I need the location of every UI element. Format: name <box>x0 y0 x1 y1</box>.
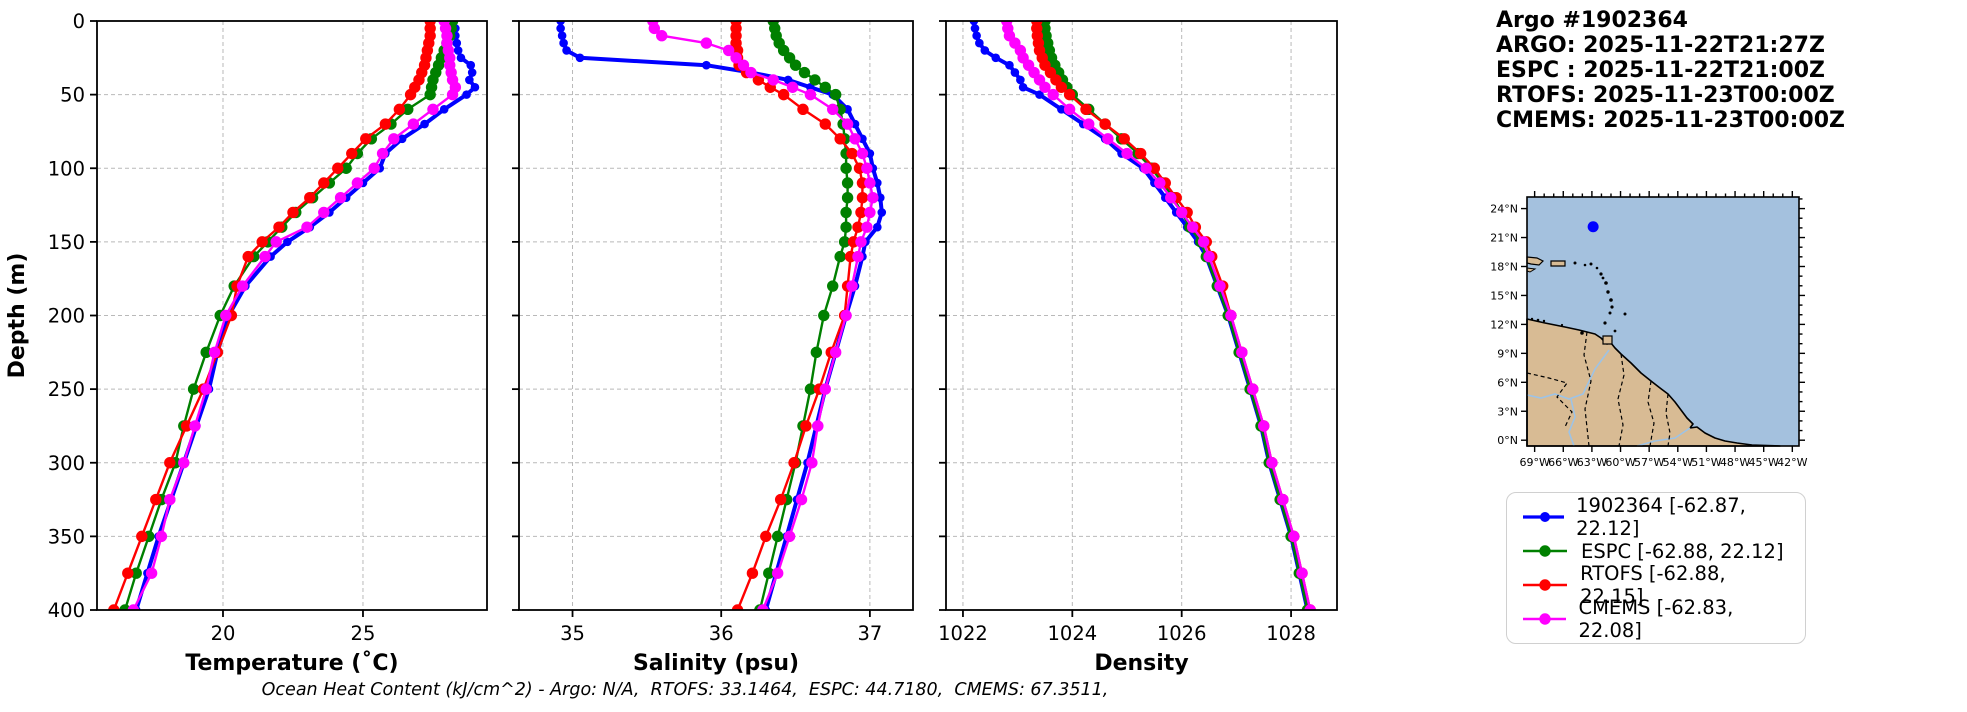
series-rtofs <box>108 21 436 610</box>
svg-text:1026: 1026 <box>1157 622 1207 645</box>
x-axis-label: Density <box>1094 651 1188 676</box>
svg-text:37: 37 <box>857 622 882 645</box>
map-lon-label: 57°W <box>1634 456 1664 469</box>
subplot-salinity: 35 36 37 Salinity (psu) <box>512 20 914 676</box>
series-cmems <box>1001 21 1316 610</box>
map-land <box>1526 256 1781 447</box>
title-block: Argo #1902364 ARGO: 2025-11-22T21:27Z ES… <box>1496 8 1845 133</box>
map-lon-label: 66°W <box>1548 456 1578 469</box>
x-axis-label: Temperature (˚C) <box>185 651 398 676</box>
legend-line-marker-icon <box>1523 613 1567 625</box>
map-lon-label: 42°W <box>1777 456 1807 469</box>
legend-label: RTOFS [-62.88, 22.15] <box>1580 562 1726 608</box>
legend-line-marker-icon <box>1523 545 1567 557</box>
legend-item-1: ESPC [-62.88, 22.12] <box>1521 535 1791 567</box>
map-lon-label: 45°W <box>1749 456 1779 469</box>
svg-text:35: 35 <box>560 622 585 645</box>
svg-text:50: 50 <box>60 84 85 107</box>
map-lon-label: 48°W <box>1720 456 1750 469</box>
series-1902364 <box>969 21 1312 610</box>
svg-text:25: 25 <box>351 622 376 645</box>
subplot-density: 1022 1024 1026 1028 Density <box>938 20 1338 676</box>
svg-text:1024: 1024 <box>1048 622 1098 645</box>
map-lat-label: 3°N <box>1497 405 1518 418</box>
series-cmems <box>647 21 879 610</box>
svg-text:150: 150 <box>48 231 85 254</box>
location-map: 24°N 21°N 18°N 15°N 12°N 9°N 6°N 3°N 0°N 69°W 66°W… <box>1490 191 1808 469</box>
svg-text:350: 350 <box>48 525 85 548</box>
ohc-caption: Ocean Heat Content (kJ/cm^2) - Argo: N/A… <box>261 680 1109 700</box>
map-lat-label: 18°N <box>1490 260 1518 273</box>
map-lat-label: 0°N <box>1497 434 1518 447</box>
map-borders <box>1526 331 1671 447</box>
map-lon-label: 69°W <box>1519 456 1549 469</box>
legend-label: ESPC [-62.88, 22.12] <box>1581 539 1784 563</box>
cmems-timestamp: CMEMS: 2025-11-23T00:00Z <box>1496 108 1845 133</box>
legend-line-marker-icon <box>1523 512 1565 522</box>
map-ticks <box>1521 191 1805 452</box>
svg-text:250: 250 <box>48 378 85 401</box>
espc-timestamp: ESPC : 2025-11-22T21:00Z <box>1496 58 1825 83</box>
map-lat-label: 12°N <box>1490 318 1518 331</box>
map-canvas: 24°N 21°N 18°N 15°N 12°N 9°N 6°N 3°N 0°N69°W66°W… <box>1490 191 1808 469</box>
profile-plots: 20 25050100150200250300350400Temperature … <box>5 10 1338 676</box>
map-lon-label: 60°W <box>1605 456 1635 469</box>
map-lat-label: 9°N <box>1497 347 1518 360</box>
map-lat-label: 24°N <box>1490 203 1518 216</box>
svg-text:1028: 1028 <box>1266 622 1316 645</box>
svg-text:20: 20 <box>211 622 236 645</box>
map-lat-label: 6°N <box>1497 376 1518 389</box>
map-rivers <box>1526 349 1691 447</box>
svg-text:0: 0 <box>73 10 85 33</box>
legend-item-3: CMEMS [-62.83, 22.08] <box>1521 596 1791 642</box>
map-lon-label: 54°W <box>1663 456 1693 469</box>
legend: 1902364 [-62.87, 22.12] ESPC [-62.88, 22.… <box>1506 492 1806 644</box>
float-position-marker <box>1587 221 1599 233</box>
map-lat-label: 15°N <box>1490 289 1518 302</box>
map-lon-label: 51°W <box>1691 456 1721 469</box>
legend-item-0: 1902364 [-62.87, 22.12] <box>1521 494 1791 540</box>
rtofs-timestamp: RTOFS: 2025-11-23T00:00Z <box>1496 83 1835 108</box>
svg-text:36: 36 <box>709 622 734 645</box>
series-cmems <box>127 21 462 610</box>
legend-line-marker-icon <box>1523 579 1567 591</box>
legend-label: 1902364 [-62.87, 22.12] <box>1576 494 1746 540</box>
plot-title: Argo #1902364 <box>1496 8 1688 33</box>
svg-text:400: 400 <box>48 599 85 622</box>
legend-label: CMEMS [-62.83, 22.08] <box>1578 596 1734 642</box>
y-axis-label: Depth (m) <box>5 253 30 379</box>
svg-text:200: 200 <box>48 305 85 328</box>
x-axis-label: Salinity (psu) <box>633 651 799 676</box>
subplot-temperature: 20 25050100150200250300350400Temperature … <box>5 10 488 676</box>
svg-text:100: 100 <box>48 157 85 180</box>
svg-text:300: 300 <box>48 452 85 475</box>
legend-item-2: RTOFS [-62.88, 22.15] <box>1521 562 1791 608</box>
map-lon-label: 63°W <box>1577 456 1607 469</box>
svg-text:1022: 1022 <box>938 622 988 645</box>
argo-timestamp: ARGO: 2025-11-22T21:27Z <box>1496 33 1825 58</box>
map-lat-label: 21°N <box>1490 232 1518 245</box>
